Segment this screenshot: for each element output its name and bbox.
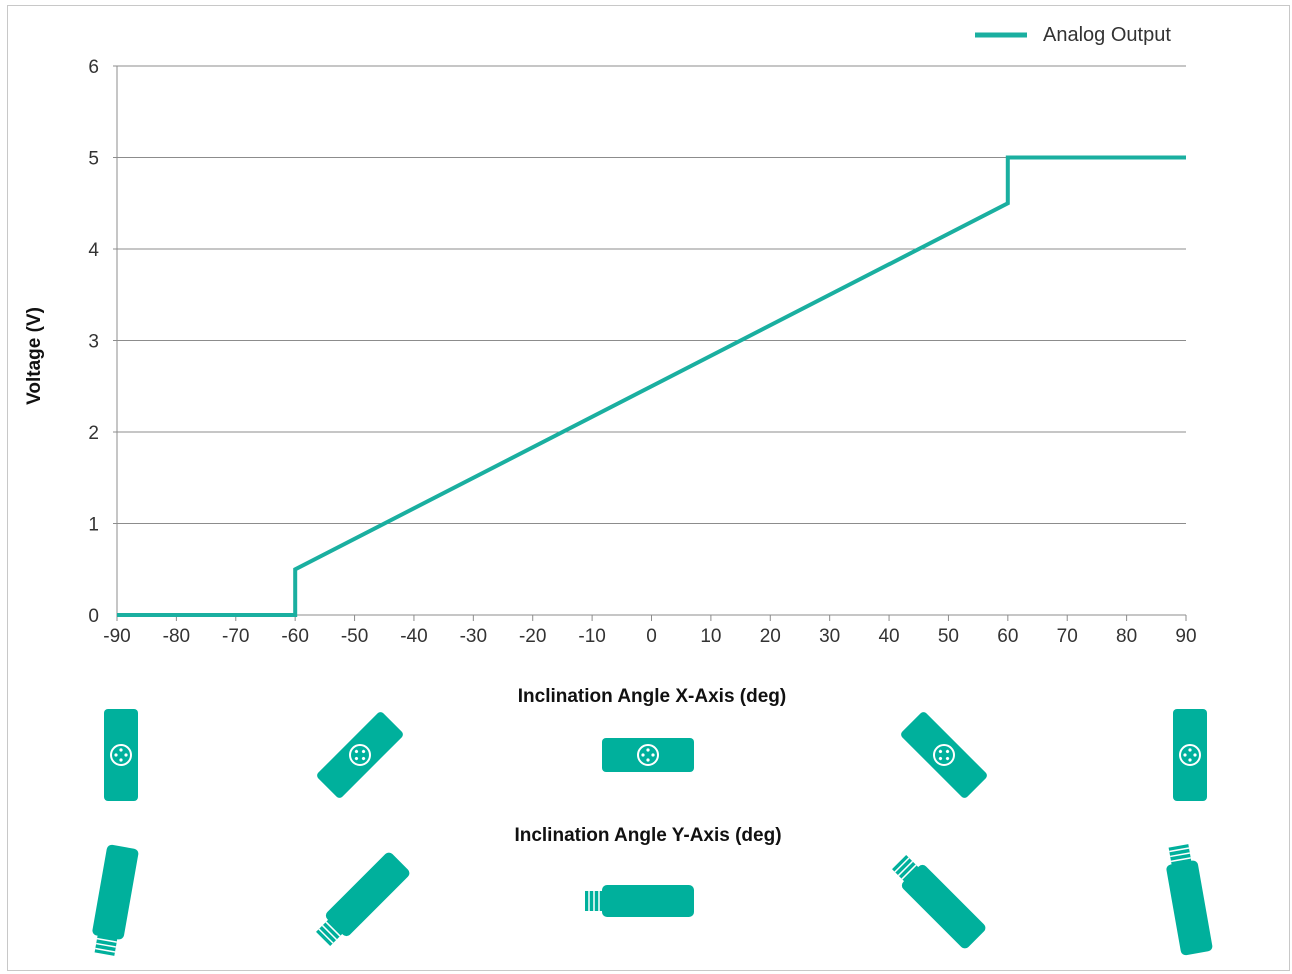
sensor-side-icon — [892, 855, 986, 949]
y-tick-label: 1 — [88, 515, 99, 536]
x-tick-label: -60 — [281, 626, 308, 647]
x-tick-label: -30 — [460, 626, 487, 647]
y-axis-orientation-title: Inclination Angle Y-Axis (deg) — [514, 825, 781, 846]
sensor-side-icon — [92, 844, 139, 956]
x-tick-label: 70 — [1057, 626, 1078, 647]
x-tick-label: -90 — [103, 626, 130, 647]
y-tick-label: 4 — [88, 240, 99, 261]
sensor-side-icon — [1166, 844, 1213, 956]
x-tick-label: 90 — [1175, 626, 1196, 647]
x-tick-label: -80 — [163, 626, 190, 647]
y-tick-label: 5 — [88, 149, 99, 170]
y-tick-label: 0 — [88, 606, 99, 627]
sensor-side-icon — [585, 885, 694, 917]
legend: Analog Output — [975, 24, 1171, 46]
sensor-front-icon — [602, 738, 694, 772]
axes — [116, 66, 1187, 621]
x-tick-label: -10 — [578, 626, 605, 647]
x-tick-label: 40 — [878, 626, 899, 647]
sensor-side-icon — [316, 852, 410, 946]
x-tick-label: 60 — [997, 626, 1018, 647]
series-line-analog-output — [117, 155, 1186, 617]
sensor-front-icon — [317, 712, 403, 798]
x-tick-label: -70 — [222, 626, 249, 647]
x-tick-label: -50 — [341, 626, 368, 647]
y-tick-label: 3 — [88, 332, 99, 353]
y-tick-label: 2 — [88, 423, 99, 444]
tick-labels: 0 1 2 3 4 5 6 -90 -80 -70 -60 -50 -40 -30 -20 -10 0 10 20 3… — [88, 57, 1196, 647]
x-axis-title: Inclination Angle X-Axis (deg) — [518, 686, 786, 707]
y-axis-title: Voltage (V) — [24, 307, 45, 405]
sensor-front-icon — [901, 712, 987, 798]
x-axis-orientation-icons — [104, 709, 1207, 801]
sensor-front-icon — [1173, 709, 1207, 801]
gridlines — [113, 65, 1186, 524]
series-layer — [117, 155, 1186, 617]
chart-frame — [7, 5, 1290, 971]
x-tick-label: 30 — [819, 626, 840, 647]
y-tick-label: 6 — [88, 57, 99, 78]
x-tick-label: -40 — [400, 626, 427, 647]
x-tick-label: 50 — [938, 626, 959, 647]
x-tick-label: 80 — [1116, 626, 1137, 647]
y-axis-orientation-icons — [92, 844, 1213, 956]
legend-label: Analog Output — [1043, 24, 1171, 46]
x-tick-label: -20 — [519, 626, 546, 647]
x-tick-label: 0 — [646, 626, 657, 647]
x-tick-label: 10 — [700, 626, 721, 647]
sensor-front-icon — [104, 709, 138, 801]
x-tick-label: 20 — [760, 626, 781, 647]
